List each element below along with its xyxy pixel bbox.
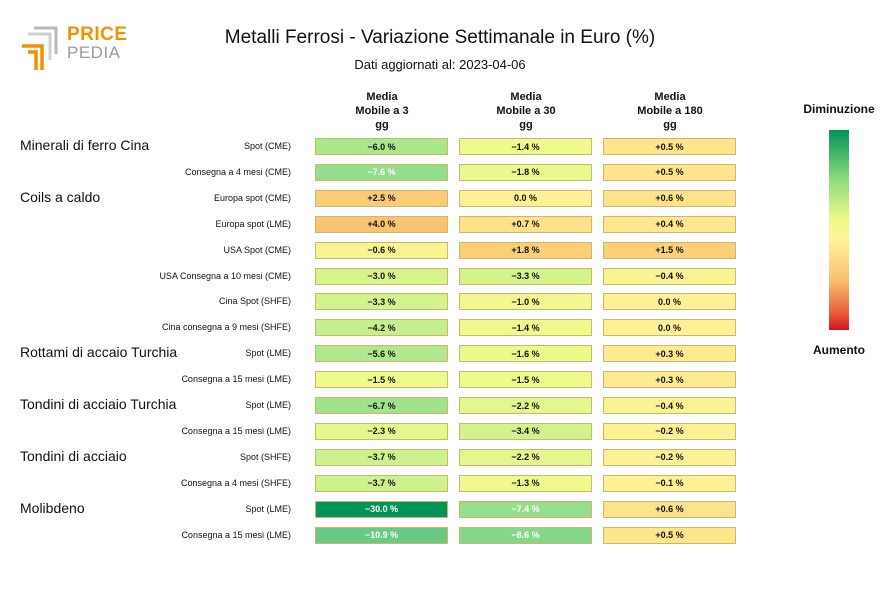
group-label: Tondini di acciaio (20, 447, 127, 464)
value-cell: −1.8 % (459, 163, 592, 181)
row-label: Spot (CME) (243, 141, 291, 151)
value-cell: −6.0 % (315, 138, 448, 155)
pricepedia-logo: PRICE PEDIA (20, 24, 130, 74)
legend-label-decrease: Diminuzione (803, 102, 875, 116)
value-cell: −30.0 % (315, 500, 448, 518)
group-label: Coils a caldo (20, 188, 101, 205)
legend-label-increase: Aumento (813, 343, 865, 357)
value-cell: −10.9 % (315, 526, 448, 544)
value-cell: +0.3 % (603, 371, 736, 389)
value-cell: +0.5 % (603, 163, 736, 181)
value-cell: 0.0 % (603, 319, 736, 337)
value-cell: −1.3 % (459, 474, 592, 492)
column-header: Media Mobile a 3 gg (355, 91, 409, 131)
logo-mark-icon (22, 26, 58, 70)
value-cell: −0.2 % (603, 448, 736, 466)
value-cell: −1.6 % (459, 345, 592, 363)
row-label: USA Consegna a 10 mesi (CME) (159, 270, 291, 281)
value-cell: −7.4 % (459, 500, 592, 518)
value-cell: −0.2 % (603, 422, 736, 440)
value-cell: +0.6 % (603, 189, 736, 207)
logo-text-pedia: PEDIA (67, 43, 121, 62)
column-header: Media Mobile a 180 gg (637, 91, 703, 131)
value-cell: −3.4 % (459, 422, 592, 440)
value-cell: −0.4 % (603, 397, 736, 414)
value-cell: −1.4 % (459, 319, 592, 337)
value-cell: +0.6 % (603, 500, 736, 518)
value-cell: +2.5 % (315, 189, 448, 207)
value-cell: −2.2 % (459, 448, 592, 466)
row-label: Consegna a 4 mesi (SHFE) (180, 477, 291, 488)
value-cell: 0.0 % (603, 293, 736, 311)
value-cell: −4.2 % (315, 319, 448, 337)
value-cell: −1.4 % (459, 138, 592, 155)
row-label: Spot (LME) (245, 348, 291, 359)
chart-subtitle: Dati aggiornati al: 2023-04-06 (354, 57, 526, 72)
row-label: Consegna a 4 mesi (CME) (184, 166, 291, 177)
chart-title: Metalli Ferrosi - Variazione Settimanale… (224, 27, 656, 48)
row-label: Consegna a 15 mesi (LME) (181, 425, 291, 436)
value-cell: −3.3 % (459, 267, 592, 285)
value-cell: +0.5 % (603, 526, 736, 544)
value-cell: +0.3 % (603, 345, 736, 363)
value-cell: −1.5 % (315, 371, 448, 389)
value-cell: −1.5 % (459, 371, 592, 389)
row-label: USA Spot (CME) (223, 244, 291, 255)
value-cell: −3.7 % (315, 474, 448, 492)
value-cell: +0.7 % (459, 215, 592, 233)
row-label: Spot (SHFE) (239, 451, 291, 462)
value-cell: +0.5 % (603, 138, 736, 155)
value-cell: −3.7 % (315, 448, 448, 466)
value-cell: −3.0 % (315, 267, 448, 285)
row-label: Europa spot (CME) (213, 192, 291, 203)
row-label: Cina consegna a 9 mesi (SHFE) (161, 322, 291, 333)
value-cell: +1.5 % (603, 241, 736, 259)
value-cell: −3.3 % (315, 293, 448, 311)
value-cell: −0.1 % (603, 474, 736, 492)
value-cell: −5.6 % (315, 345, 448, 363)
group-label: Tondini di acciaio Turchia (20, 396, 177, 412)
logo-text-price: PRICE (67, 24, 128, 45)
row-label: Spot (LME) (245, 503, 291, 514)
value-cell: −2.2 % (459, 397, 592, 414)
value-cell: +1.8 % (459, 241, 592, 259)
value-cell: −2.3 % (315, 422, 448, 440)
value-cell: −0.4 % (603, 267, 736, 285)
value-cell: −7.6 % (315, 163, 448, 181)
value-cell: +0.4 % (603, 215, 736, 233)
value-cell: −6.7 % (315, 397, 448, 414)
row-label: Cina Spot (SHFE) (218, 296, 291, 307)
column-header: Media Mobile a 30 gg (496, 91, 556, 131)
color-scale-bar (829, 130, 849, 330)
group-label: Rottami di accaio Turchia (20, 344, 178, 361)
row-label: Europa spot (LME) (215, 218, 291, 229)
group-label: Minerali di ferro Cina (20, 137, 150, 153)
row-label: Consegna a 15 mesi (LME) (181, 374, 291, 385)
row-label: Consegna a 15 mesi (LME) (181, 529, 291, 540)
value-cell: −8.6 % (459, 526, 592, 544)
group-label: Molibdeno (20, 499, 85, 516)
value-cell: 0.0 % (459, 189, 592, 207)
value-cell: +4.0 % (315, 215, 448, 233)
value-cell: −1.0 % (459, 293, 592, 311)
row-label: Spot (LME) (245, 400, 291, 410)
value-cell: −0.6 % (315, 241, 448, 259)
